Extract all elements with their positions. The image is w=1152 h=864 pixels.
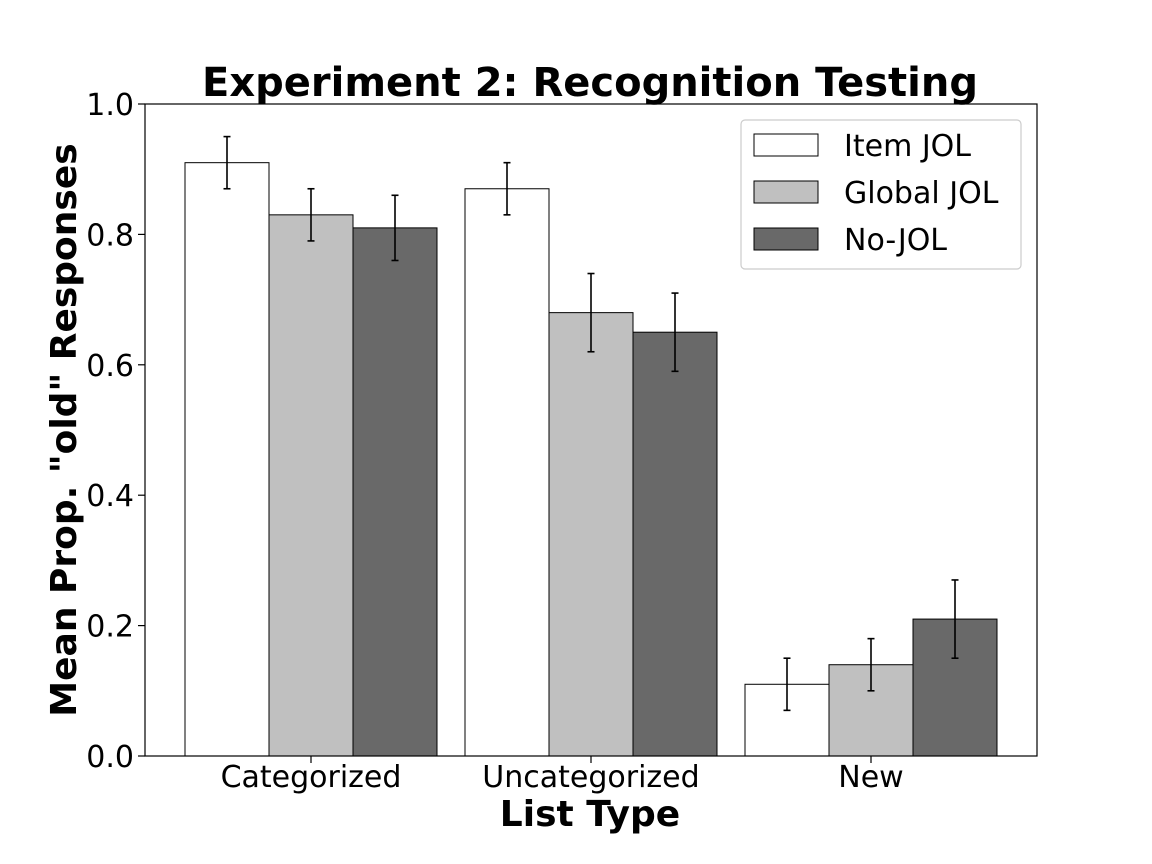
legend-label: No-JOL	[844, 223, 947, 258]
bar-no-jol-categorized	[352, 227, 438, 757]
legend-item-no-jol: No-JOL	[753, 223, 947, 258]
legend-item-item-jol: Item JOL	[753, 129, 971, 164]
legend-item-global-jol: Global JOL	[753, 176, 999, 211]
x-tick-label: New	[838, 760, 903, 795]
error-bar-no-jol-categorized	[391, 194, 399, 262]
legend-label: Item JOL	[844, 129, 971, 164]
error-bar-global-jol-uncategorized	[587, 272, 595, 353]
x-axis-label: List Type	[500, 794, 680, 835]
chart-title: Experiment 2: Recognition Testing	[202, 60, 978, 106]
error-bars-layer	[223, 135, 959, 712]
legend-label: Global JOL	[844, 176, 999, 211]
bar-no-jol-uncategorized	[632, 331, 718, 757]
y-tick-label: 0.0	[86, 740, 134, 775]
y-axis-label: Mean Prop. "old" Responses	[44, 143, 85, 716]
y-tick-label: 1.0	[86, 88, 134, 123]
y-tick-label: 0.8	[86, 218, 134, 253]
y-axis-ticks: 0.0 0.2 0.4 0.6 0.8 1.0	[86, 88, 145, 775]
bar-item-jol-categorized	[184, 162, 270, 757]
error-bar-no-jol-uncategorized	[671, 292, 679, 373]
legend-swatch	[753, 227, 819, 251]
x-tick-label: Uncategorized	[482, 760, 699, 795]
bar-global-jol-categorized	[268, 214, 354, 757]
error-bar-global-jol-categorized	[307, 187, 315, 242]
error-bar-global-jol-new	[867, 637, 875, 692]
error-bar-item-jol-uncategorized	[503, 161, 511, 216]
y-tick-label: 0.6	[86, 349, 134, 384]
legend-swatch	[753, 180, 819, 204]
plot-area: 0.0 0.2 0.4 0.6 0.8 1.0 Categorized Uncategori…	[86, 88, 1038, 795]
legend-items: Item JOL Global JOL No-JOL	[753, 129, 999, 258]
bar-global-jol-uncategorized	[548, 312, 634, 757]
error-bar-item-jol-new	[783, 657, 791, 712]
bar-item-jol-uncategorized	[464, 188, 550, 757]
error-bar-no-jol-new	[951, 579, 959, 660]
y-tick-label: 0.2	[86, 610, 134, 645]
x-axis-ticks: Categorized Uncategorized New	[221, 756, 904, 795]
error-bar-item-jol-categorized	[223, 135, 231, 190]
bars-layer	[184, 162, 998, 757]
x-tick-label: Categorized	[221, 760, 402, 795]
legend-swatch	[753, 133, 819, 157]
legend: Item JOL Global JOL No-JOL	[740, 119, 1022, 270]
y-tick-label: 0.4	[86, 479, 134, 514]
